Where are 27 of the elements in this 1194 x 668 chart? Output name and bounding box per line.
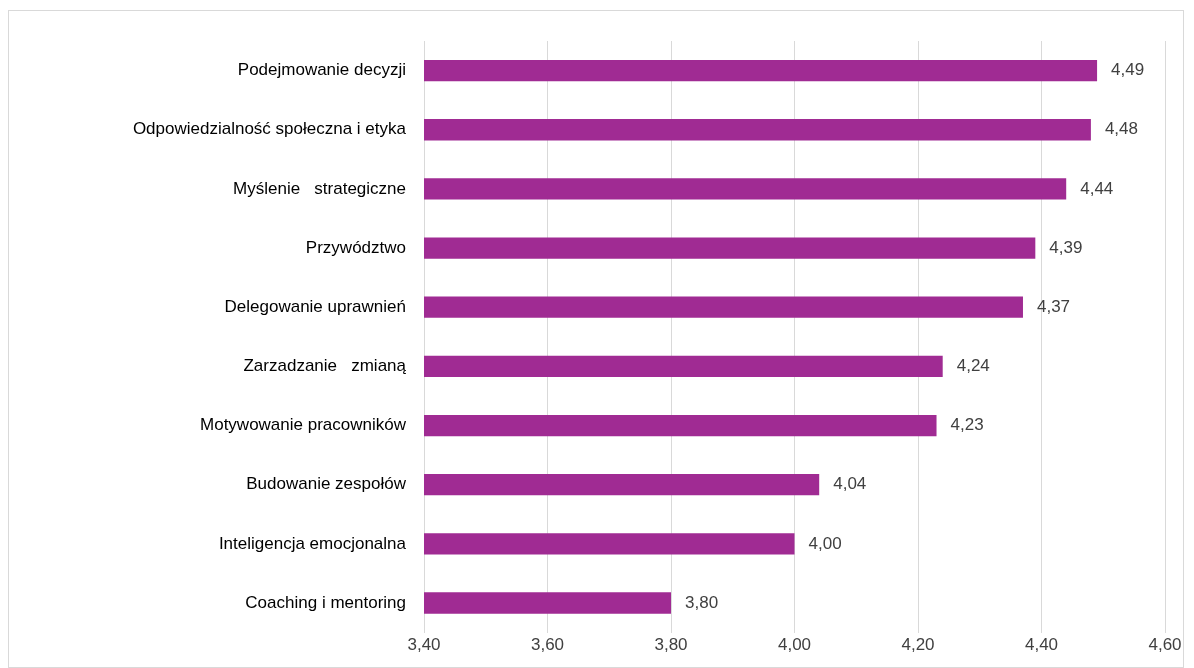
data-label: 4,04 [833,474,867,494]
y-tick-label: Odpowiedzialność społeczna i etyka [132,119,407,139]
y-tick-label: Zarzadzanie zmianą [243,356,407,376]
y-tick-label: Myślenie strategiczne [233,178,406,198]
y-tick-label: Inteligencja emocjonalna [218,533,407,553]
data-label: 3,80 [685,592,719,612]
data-label: 4,37 [1036,296,1071,316]
x-tick-label: 4,60 [1148,635,1182,655]
data-label: 4,44 [1080,178,1114,198]
data-label: 4,24 [956,356,990,376]
y-tick-label: Coaching i mentoring [245,592,406,612]
x-tick-label: 4,00 [777,635,812,655]
x-tick-label: 4,20 [901,635,935,655]
data-label: 4,49 [1111,60,1145,80]
data-label: 4,23 [950,415,984,435]
y-tick-label: Budowanie zespołów [246,474,407,494]
x-tick-label: 3,40 [407,635,441,655]
x-tick-label: 3,60 [530,635,565,655]
x-tick-label: 3,80 [654,635,688,655]
y-tick-label: Delegowanie uprawnień [224,296,406,316]
y-tick-label: Podejmowanie decyzji [237,60,406,80]
data-label: 4,39 [1049,237,1083,257]
y-tick-label: Przywództwo [305,237,406,257]
data-label: 4,48 [1104,119,1138,139]
y-tick-label: Motywowanie pracowników [200,415,407,435]
data-label: 4,00 [808,533,842,553]
x-tick-label: 4,40 [1024,635,1059,655]
